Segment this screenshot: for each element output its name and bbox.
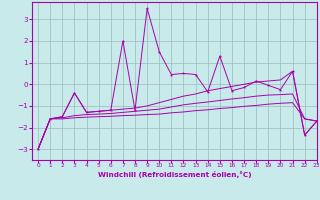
X-axis label: Windchill (Refroidissement éolien,°C): Windchill (Refroidissement éolien,°C) — [98, 171, 251, 178]
